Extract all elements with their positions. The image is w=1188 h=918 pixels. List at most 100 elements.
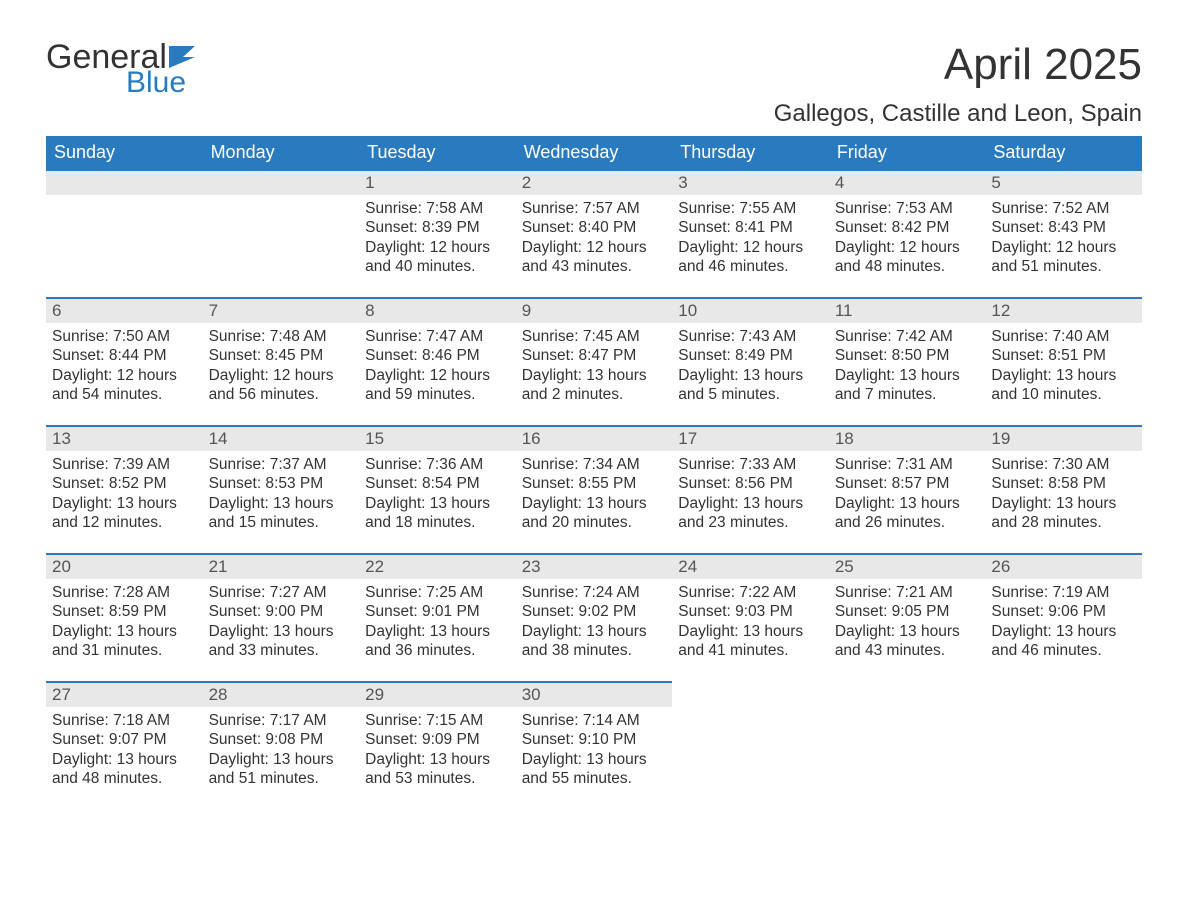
day-body: Sunrise: 7:50 AMSunset: 8:44 PMDaylight:…	[46, 323, 203, 413]
calendar-cell: 24Sunrise: 7:22 AMSunset: 9:03 PMDayligh…	[672, 553, 829, 681]
location-subtitle: Gallegos, Castille and Leon, Spain	[774, 100, 1142, 128]
day-number: 11	[829, 299, 986, 323]
day-wrap: 10Sunrise: 7:43 AMSunset: 8:49 PMDayligh…	[672, 297, 829, 413]
day-wrap: 28Sunrise: 7:17 AMSunset: 9:08 PMDayligh…	[203, 681, 360, 797]
day-body: Sunrise: 7:24 AMSunset: 9:02 PMDaylight:…	[516, 579, 673, 669]
weekday-header: Monday	[203, 136, 360, 169]
day-number: 22	[359, 555, 516, 579]
calendar-cell: 21Sunrise: 7:27 AMSunset: 9:00 PMDayligh…	[203, 553, 360, 681]
day-number: 19	[985, 427, 1142, 451]
day-body: Sunrise: 7:39 AMSunset: 8:52 PMDaylight:…	[46, 451, 203, 541]
day-wrap: 1Sunrise: 7:58 AMSunset: 8:39 PMDaylight…	[359, 169, 516, 285]
calendar-cell: 23Sunrise: 7:24 AMSunset: 9:02 PMDayligh…	[516, 553, 673, 681]
page-header: General Blue April 2025 Gallegos, Castil…	[46, 40, 1142, 128]
day-body: Sunrise: 7:47 AMSunset: 8:46 PMDaylight:…	[359, 323, 516, 413]
calendar-cell: 9Sunrise: 7:45 AMSunset: 8:47 PMDaylight…	[516, 297, 673, 425]
day-wrap: 19Sunrise: 7:30 AMSunset: 8:58 PMDayligh…	[985, 425, 1142, 541]
weekday-header: Friday	[829, 136, 986, 169]
calendar-table: SundayMondayTuesdayWednesdayThursdayFrid…	[46, 136, 1142, 809]
calendar-cell	[672, 681, 829, 809]
calendar-cell: 2Sunrise: 7:57 AMSunset: 8:40 PMDaylight…	[516, 169, 673, 297]
day-wrap: 21Sunrise: 7:27 AMSunset: 9:00 PMDayligh…	[203, 553, 360, 669]
day-wrap: 5Sunrise: 7:52 AMSunset: 8:43 PMDaylight…	[985, 169, 1142, 285]
day-wrap: 18Sunrise: 7:31 AMSunset: 8:57 PMDayligh…	[829, 425, 986, 541]
day-body: Sunrise: 7:48 AMSunset: 8:45 PMDaylight:…	[203, 323, 360, 413]
calendar-cell	[829, 681, 986, 809]
day-number: 24	[672, 555, 829, 579]
calendar-cell: 4Sunrise: 7:53 AMSunset: 8:42 PMDaylight…	[829, 169, 986, 297]
day-wrap: 14Sunrise: 7:37 AMSunset: 8:53 PMDayligh…	[203, 425, 360, 541]
day-wrap: 9Sunrise: 7:45 AMSunset: 8:47 PMDaylight…	[516, 297, 673, 413]
day-body: Sunrise: 7:17 AMSunset: 9:08 PMDaylight:…	[203, 707, 360, 797]
calendar-cell: 25Sunrise: 7:21 AMSunset: 9:05 PMDayligh…	[829, 553, 986, 681]
calendar-cell	[985, 681, 1142, 809]
day-body: Sunrise: 7:14 AMSunset: 9:10 PMDaylight:…	[516, 707, 673, 797]
day-body: Sunrise: 7:28 AMSunset: 8:59 PMDaylight:…	[46, 579, 203, 669]
day-body: Sunrise: 7:18 AMSunset: 9:07 PMDaylight:…	[46, 707, 203, 797]
calendar-row: 20Sunrise: 7:28 AMSunset: 8:59 PMDayligh…	[46, 553, 1142, 681]
calendar-row: 27Sunrise: 7:18 AMSunset: 9:07 PMDayligh…	[46, 681, 1142, 809]
day-wrap: 3Sunrise: 7:55 AMSunset: 8:41 PMDaylight…	[672, 169, 829, 285]
weekday-header: Thursday	[672, 136, 829, 169]
day-number: 21	[203, 555, 360, 579]
calendar-cell: 8Sunrise: 7:47 AMSunset: 8:46 PMDaylight…	[359, 297, 516, 425]
day-wrap: 23Sunrise: 7:24 AMSunset: 9:02 PMDayligh…	[516, 553, 673, 669]
day-wrap: 26Sunrise: 7:19 AMSunset: 9:06 PMDayligh…	[985, 553, 1142, 669]
day-number: 6	[46, 299, 203, 323]
day-body: Sunrise: 7:27 AMSunset: 9:00 PMDaylight:…	[203, 579, 360, 669]
day-number: 3	[672, 171, 829, 195]
calendar-cell: 11Sunrise: 7:42 AMSunset: 8:50 PMDayligh…	[829, 297, 986, 425]
calendar-cell: 13Sunrise: 7:39 AMSunset: 8:52 PMDayligh…	[46, 425, 203, 553]
day-body: Sunrise: 7:22 AMSunset: 9:03 PMDaylight:…	[672, 579, 829, 669]
calendar-cell: 18Sunrise: 7:31 AMSunset: 8:57 PMDayligh…	[829, 425, 986, 553]
logo-text-blue: Blue	[126, 68, 186, 98]
day-body: Sunrise: 7:30 AMSunset: 8:58 PMDaylight:…	[985, 451, 1142, 541]
day-body: Sunrise: 7:21 AMSunset: 9:05 PMDaylight:…	[829, 579, 986, 669]
day-wrap: 16Sunrise: 7:34 AMSunset: 8:55 PMDayligh…	[516, 425, 673, 541]
day-number: 5	[985, 171, 1142, 195]
day-wrap: 13Sunrise: 7:39 AMSunset: 8:52 PMDayligh…	[46, 425, 203, 541]
calendar-cell: 22Sunrise: 7:25 AMSunset: 9:01 PMDayligh…	[359, 553, 516, 681]
day-wrap: 25Sunrise: 7:21 AMSunset: 9:05 PMDayligh…	[829, 553, 986, 669]
calendar-cell: 16Sunrise: 7:34 AMSunset: 8:55 PMDayligh…	[516, 425, 673, 553]
day-number: 23	[516, 555, 673, 579]
title-block: April 2025 Gallegos, Castille and Leon, …	[774, 40, 1142, 128]
day-body: Sunrise: 7:45 AMSunset: 8:47 PMDaylight:…	[516, 323, 673, 413]
calendar-cell: 15Sunrise: 7:36 AMSunset: 8:54 PMDayligh…	[359, 425, 516, 553]
day-number: 16	[516, 427, 673, 451]
day-wrap: 30Sunrise: 7:14 AMSunset: 9:10 PMDayligh…	[516, 681, 673, 797]
day-wrap: 15Sunrise: 7:36 AMSunset: 8:54 PMDayligh…	[359, 425, 516, 541]
day-number: 4	[829, 171, 986, 195]
day-body: Sunrise: 7:42 AMSunset: 8:50 PMDaylight:…	[829, 323, 986, 413]
day-wrap: 27Sunrise: 7:18 AMSunset: 9:07 PMDayligh…	[46, 681, 203, 797]
day-number: 10	[672, 299, 829, 323]
day-body: Sunrise: 7:53 AMSunset: 8:42 PMDaylight:…	[829, 195, 986, 285]
day-body-empty	[46, 195, 203, 255]
day-wrap: 22Sunrise: 7:25 AMSunset: 9:01 PMDayligh…	[359, 553, 516, 669]
month-title: April 2025	[774, 40, 1142, 90]
calendar-cell: 12Sunrise: 7:40 AMSunset: 8:51 PMDayligh…	[985, 297, 1142, 425]
day-wrap: 4Sunrise: 7:53 AMSunset: 8:42 PMDaylight…	[829, 169, 986, 285]
day-wrap: 24Sunrise: 7:22 AMSunset: 9:03 PMDayligh…	[672, 553, 829, 669]
day-body: Sunrise: 7:57 AMSunset: 8:40 PMDaylight:…	[516, 195, 673, 285]
calendar-cell: 1Sunrise: 7:58 AMSunset: 8:39 PMDaylight…	[359, 169, 516, 297]
day-number: 1	[359, 171, 516, 195]
weekday-header-row: SundayMondayTuesdayWednesdayThursdayFrid…	[46, 136, 1142, 169]
day-wrap: 29Sunrise: 7:15 AMSunset: 9:09 PMDayligh…	[359, 681, 516, 797]
day-number: 29	[359, 683, 516, 707]
calendar-row: 13Sunrise: 7:39 AMSunset: 8:52 PMDayligh…	[46, 425, 1142, 553]
calendar-cell: 26Sunrise: 7:19 AMSunset: 9:06 PMDayligh…	[985, 553, 1142, 681]
weekday-header: Wednesday	[516, 136, 673, 169]
day-body: Sunrise: 7:40 AMSunset: 8:51 PMDaylight:…	[985, 323, 1142, 413]
day-wrap: 17Sunrise: 7:33 AMSunset: 8:56 PMDayligh…	[672, 425, 829, 541]
day-body: Sunrise: 7:15 AMSunset: 9:09 PMDaylight:…	[359, 707, 516, 797]
day-body: Sunrise: 7:19 AMSunset: 9:06 PMDaylight:…	[985, 579, 1142, 669]
day-body: Sunrise: 7:43 AMSunset: 8:49 PMDaylight:…	[672, 323, 829, 413]
day-body: Sunrise: 7:55 AMSunset: 8:41 PMDaylight:…	[672, 195, 829, 285]
weekday-header: Sunday	[46, 136, 203, 169]
day-wrap: 2Sunrise: 7:57 AMSunset: 8:40 PMDaylight…	[516, 169, 673, 285]
day-number: 18	[829, 427, 986, 451]
day-body: Sunrise: 7:31 AMSunset: 8:57 PMDaylight:…	[829, 451, 986, 541]
calendar-cell	[46, 169, 203, 297]
day-number: 25	[829, 555, 986, 579]
